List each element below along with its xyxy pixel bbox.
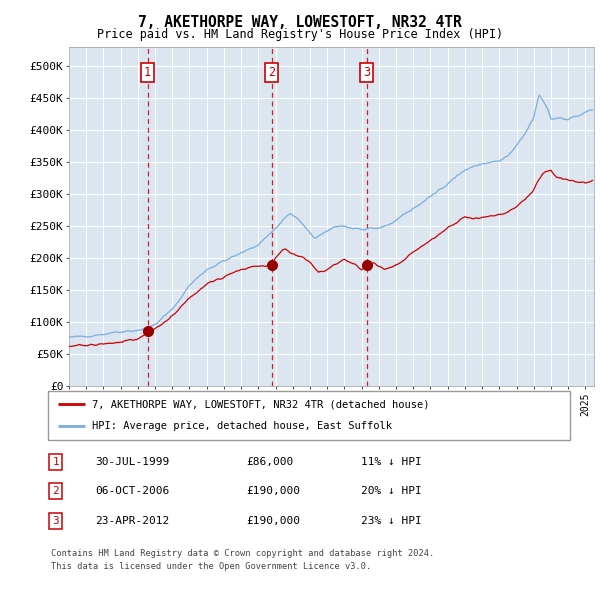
Text: 06-OCT-2006: 06-OCT-2006	[95, 486, 169, 496]
Text: 7, AKETHORPE WAY, LOWESTOFT, NR32 4TR: 7, AKETHORPE WAY, LOWESTOFT, NR32 4TR	[138, 15, 462, 30]
Text: 11% ↓ HPI: 11% ↓ HPI	[361, 457, 422, 467]
Text: 2: 2	[52, 486, 59, 496]
Text: £190,000: £190,000	[247, 486, 301, 496]
Text: Contains HM Land Registry data © Crown copyright and database right 2024.: Contains HM Land Registry data © Crown c…	[51, 549, 434, 558]
Text: £190,000: £190,000	[247, 516, 301, 526]
Text: 1: 1	[52, 457, 59, 467]
Text: 23% ↓ HPI: 23% ↓ HPI	[361, 516, 422, 526]
Text: 30-JUL-1999: 30-JUL-1999	[95, 457, 169, 467]
Text: 3: 3	[52, 516, 59, 526]
Text: Price paid vs. HM Land Registry's House Price Index (HPI): Price paid vs. HM Land Registry's House …	[97, 28, 503, 41]
Text: £86,000: £86,000	[247, 457, 293, 467]
Text: 20% ↓ HPI: 20% ↓ HPI	[361, 486, 422, 496]
FancyBboxPatch shape	[48, 391, 570, 440]
Text: This data is licensed under the Open Government Licence v3.0.: This data is licensed under the Open Gov…	[51, 562, 371, 571]
Text: 23-APR-2012: 23-APR-2012	[95, 516, 169, 526]
Text: HPI: Average price, detached house, East Suffolk: HPI: Average price, detached house, East…	[92, 421, 392, 431]
Text: 7, AKETHORPE WAY, LOWESTOFT, NR32 4TR (detached house): 7, AKETHORPE WAY, LOWESTOFT, NR32 4TR (d…	[92, 399, 430, 409]
Text: 2: 2	[268, 66, 275, 79]
Text: 1: 1	[144, 66, 151, 79]
Text: 3: 3	[364, 66, 371, 79]
